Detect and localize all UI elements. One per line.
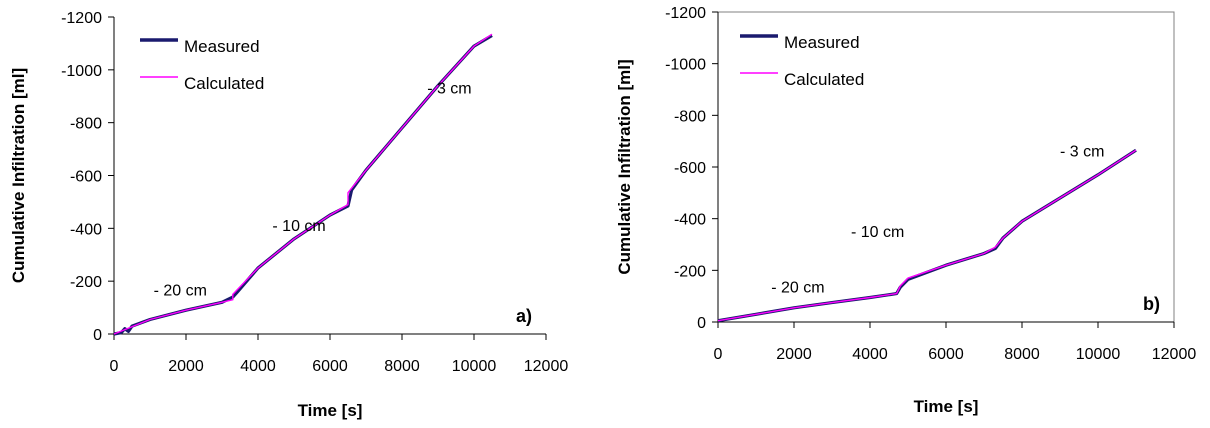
x-tick-label: 0 <box>110 358 119 375</box>
y-tick-label: -1200 <box>665 5 706 22</box>
panel-label: a) <box>516 306 532 326</box>
y-axis-title: Cumulative Infiltration [ml] <box>615 59 634 274</box>
depth-annotation: - 20 cm <box>771 279 824 296</box>
legend-entry: Measured <box>784 33 860 52</box>
x-tick-label: 8000 <box>384 358 420 375</box>
x-tick-label: 6000 <box>312 358 348 375</box>
depth-annotation: - 10 cm <box>851 224 904 241</box>
x-tick-label: 10000 <box>1076 346 1121 363</box>
legend-entry: Measured <box>184 37 260 56</box>
y-tick-label: -400 <box>70 221 102 238</box>
x-tick-label: 2000 <box>776 346 812 363</box>
legend-entry: Calculated <box>184 74 264 93</box>
y-axis-title: Cumulative Infiltration [ml] <box>9 68 28 283</box>
y-tick-label: -1000 <box>61 63 102 80</box>
x-tick-label: 6000 <box>928 346 964 363</box>
x-tick-label: 4000 <box>852 346 888 363</box>
depth-annotation: - 3 cm <box>427 81 471 98</box>
chart-panel-b: 0 2000 4000 6000 8000 10000 12000 0 -200 -400 -600… <box>615 5 1196 416</box>
y-tick-label: -800 <box>70 116 102 133</box>
y-tick-label: -600 <box>674 160 706 177</box>
y-tick-label: -800 <box>674 108 706 125</box>
y-tick-label: -600 <box>70 169 102 186</box>
y-tick-label: -200 <box>70 274 102 291</box>
legend-entry: Calculated <box>784 70 864 89</box>
x-tick-label: 10000 <box>452 358 497 375</box>
chart-panel-a: 0 2000 4000 6000 8000 10000 12000 0 -200 -400 -600… <box>9 10 568 420</box>
y-tick-label: -1200 <box>61 10 102 27</box>
depth-annotation: - 10 cm <box>272 218 325 235</box>
y-tick-label: -200 <box>674 263 706 280</box>
series-line-calculated <box>113 33 493 335</box>
y-tick-label: 0 <box>93 327 102 344</box>
panel-label: b) <box>1143 294 1160 314</box>
x-axis-title: Time [s] <box>914 397 979 416</box>
depth-annotation: - 3 cm <box>1060 144 1104 161</box>
series-line-calculated <box>717 149 1137 322</box>
y-tick-label: -1000 <box>665 57 706 74</box>
plot-frame <box>717 11 1175 323</box>
depth-annotation: - 20 cm <box>154 283 207 300</box>
x-tick-label: 4000 <box>240 358 276 375</box>
y-tick-label: 0 <box>697 315 706 332</box>
x-tick-label: 8000 <box>1004 346 1040 363</box>
x-tick-label: 0 <box>714 346 723 363</box>
x-tick-label: 12000 <box>1152 346 1197 363</box>
x-tick-label: 12000 <box>524 358 569 375</box>
x-tick-label: 2000 <box>168 358 204 375</box>
y-tick-label: -400 <box>674 212 706 229</box>
x-axis-title: Time [s] <box>298 401 363 420</box>
